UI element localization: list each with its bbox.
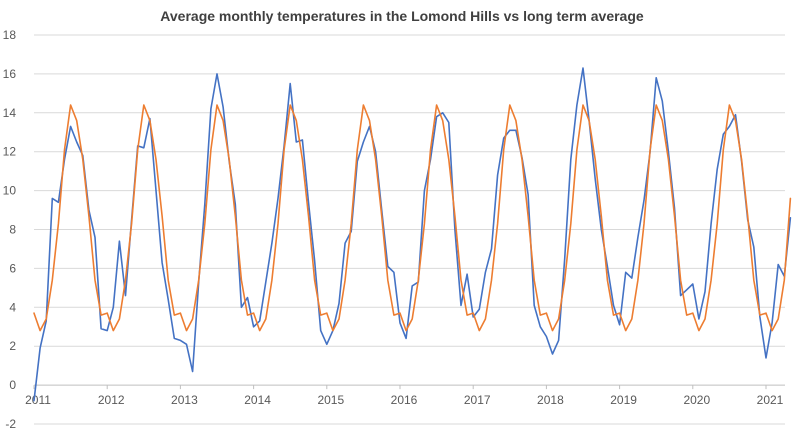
x-tick-label: 2021 xyxy=(757,393,784,407)
y-tick-label: 4 xyxy=(9,300,16,314)
x-tick-label: 2015 xyxy=(317,393,344,407)
x-tick-label: 2011 xyxy=(25,393,51,407)
y-tick-label: 8 xyxy=(9,223,16,237)
x-tick-label: 2013 xyxy=(171,393,198,407)
y-tick-label: 16 xyxy=(3,67,17,81)
series-line-monthly xyxy=(33,67,792,402)
y-tick-label: 6 xyxy=(9,261,16,275)
y-tick-label: 14 xyxy=(3,106,17,120)
y-tick-label: 0 xyxy=(9,378,16,392)
y-tick-label: 2 xyxy=(9,339,16,353)
series-line-average xyxy=(33,104,792,332)
chart-title: Average monthly temperatures in the Lomo… xyxy=(160,8,644,24)
y-axis-tick-labels: -2 0 2 4 6 8 10 12 14 16 18 xyxy=(3,28,17,431)
x-tick-label: 2017 xyxy=(464,393,491,407)
y-tick-label: -2 xyxy=(5,417,16,431)
x-tick-label: 2012 xyxy=(98,393,125,407)
x-tick-label: 2016 xyxy=(391,393,418,407)
x-tick-label: 2018 xyxy=(537,393,564,407)
x-axis-tick-labels: 2011 2012 2013 2014 2015 2016 2017 2018 2019 2020… xyxy=(25,385,784,407)
x-tick-label: 2019 xyxy=(610,393,637,407)
y-tick-label: 12 xyxy=(3,145,17,159)
gridlines xyxy=(34,34,785,425)
series-lines xyxy=(33,67,792,402)
y-tick-label: 18 xyxy=(3,28,17,42)
y-tick-label: 10 xyxy=(3,184,17,198)
x-tick-label: 2014 xyxy=(244,393,271,407)
x-tick-label: 2020 xyxy=(683,393,710,407)
